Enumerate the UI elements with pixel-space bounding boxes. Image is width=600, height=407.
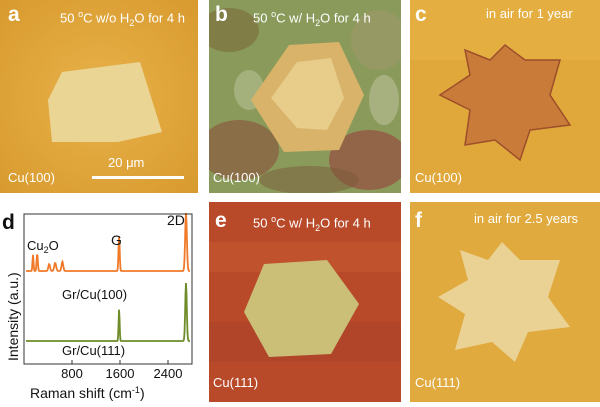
substrate-label-b: Cu(100)	[213, 170, 260, 185]
raman-chart: d Intensity (a.u.) Cu2O G 2D Gr/Cu(100) …	[2, 211, 193, 401]
substrate-label-e: Cu(111)	[213, 375, 259, 390]
graphene-flake-a	[48, 62, 162, 142]
micrograph-image-a	[0, 0, 198, 193]
graphene-flake-f	[438, 242, 570, 362]
micrograph-panel-f: f in air for 2.5 years Cu(111)	[410, 202, 600, 402]
panel-caption-c: in air for 1 year	[486, 6, 573, 21]
substrate-label-c: Cu(100)	[415, 170, 462, 185]
panel-label-b: b	[215, 3, 228, 26]
micrograph-panel-a: a 50 oC w/o H2O for 4 h 20 μm Cu(100)	[0, 0, 198, 193]
micrograph-image-e	[209, 202, 401, 402]
micrograph-image-b	[209, 0, 401, 193]
panel-caption-f: in air for 2.5 years	[474, 211, 579, 226]
micrograph-image-c	[410, 0, 600, 193]
panel-label-c: c	[415, 3, 427, 26]
x-tick-label: 800	[61, 366, 83, 381]
panel-label-a: a	[8, 3, 20, 26]
plot-frame	[23, 213, 193, 365]
raman-chart-panel-d: d Intensity (a.u.) Cu2O G 2D Gr/Cu(100) …	[0, 207, 198, 402]
spectrum-line-2	[26, 282, 190, 342]
panel-caption-e: 50 oC w/ H2O for 4 h	[253, 214, 371, 233]
panel-caption-b: 50 oC w/ H2O for 4 h	[253, 9, 371, 28]
scalebar	[92, 176, 184, 179]
micrograph-image-f	[410, 202, 600, 402]
micrograph-panel-c: c in air for 1 year Cu(100)	[410, 0, 600, 193]
spectrum-line-1	[26, 212, 190, 273]
y-axis-label: Intensity (a.u.)	[5, 272, 21, 361]
panel-caption-a: 50 oC w/o H2O for 4 h	[60, 9, 185, 28]
panel-label-e: e	[215, 209, 227, 232]
graphene-flake-c	[438, 44, 572, 162]
micrograph-panel-b: b 50 oC w/ H2O for 4 h Cu(100)	[209, 0, 401, 193]
micrograph-panel-e: e 50 oC w/ H2O for 4 h Cu(111)	[209, 202, 401, 402]
panel-label-f: f	[415, 209, 422, 232]
substrate-label-f: Cu(111)	[415, 375, 461, 390]
x-tick-label: 1600	[106, 366, 135, 381]
series-label-1: Gr/Cu(100)	[62, 287, 127, 302]
substrate-label-a: Cu(100)	[8, 170, 55, 185]
plot-area	[26, 212, 190, 342]
graphene-flake-e	[244, 260, 359, 357]
x-axis-ticks: 800 1600 2400	[61, 360, 182, 381]
annotation-2d: 2D	[167, 212, 185, 228]
panel-label-d: d	[2, 211, 15, 234]
x-tick-label: 2400	[154, 366, 183, 381]
x-axis-label: Raman shift (cm-1)	[30, 385, 145, 401]
series-label-2: Gr/Cu(111)	[62, 343, 125, 358]
graphene-inner-b	[271, 58, 344, 130]
annotation-g: G	[111, 232, 122, 248]
scalebar-label: 20 μm	[108, 155, 145, 170]
annotation-cu2o: Cu2O	[27, 238, 59, 255]
